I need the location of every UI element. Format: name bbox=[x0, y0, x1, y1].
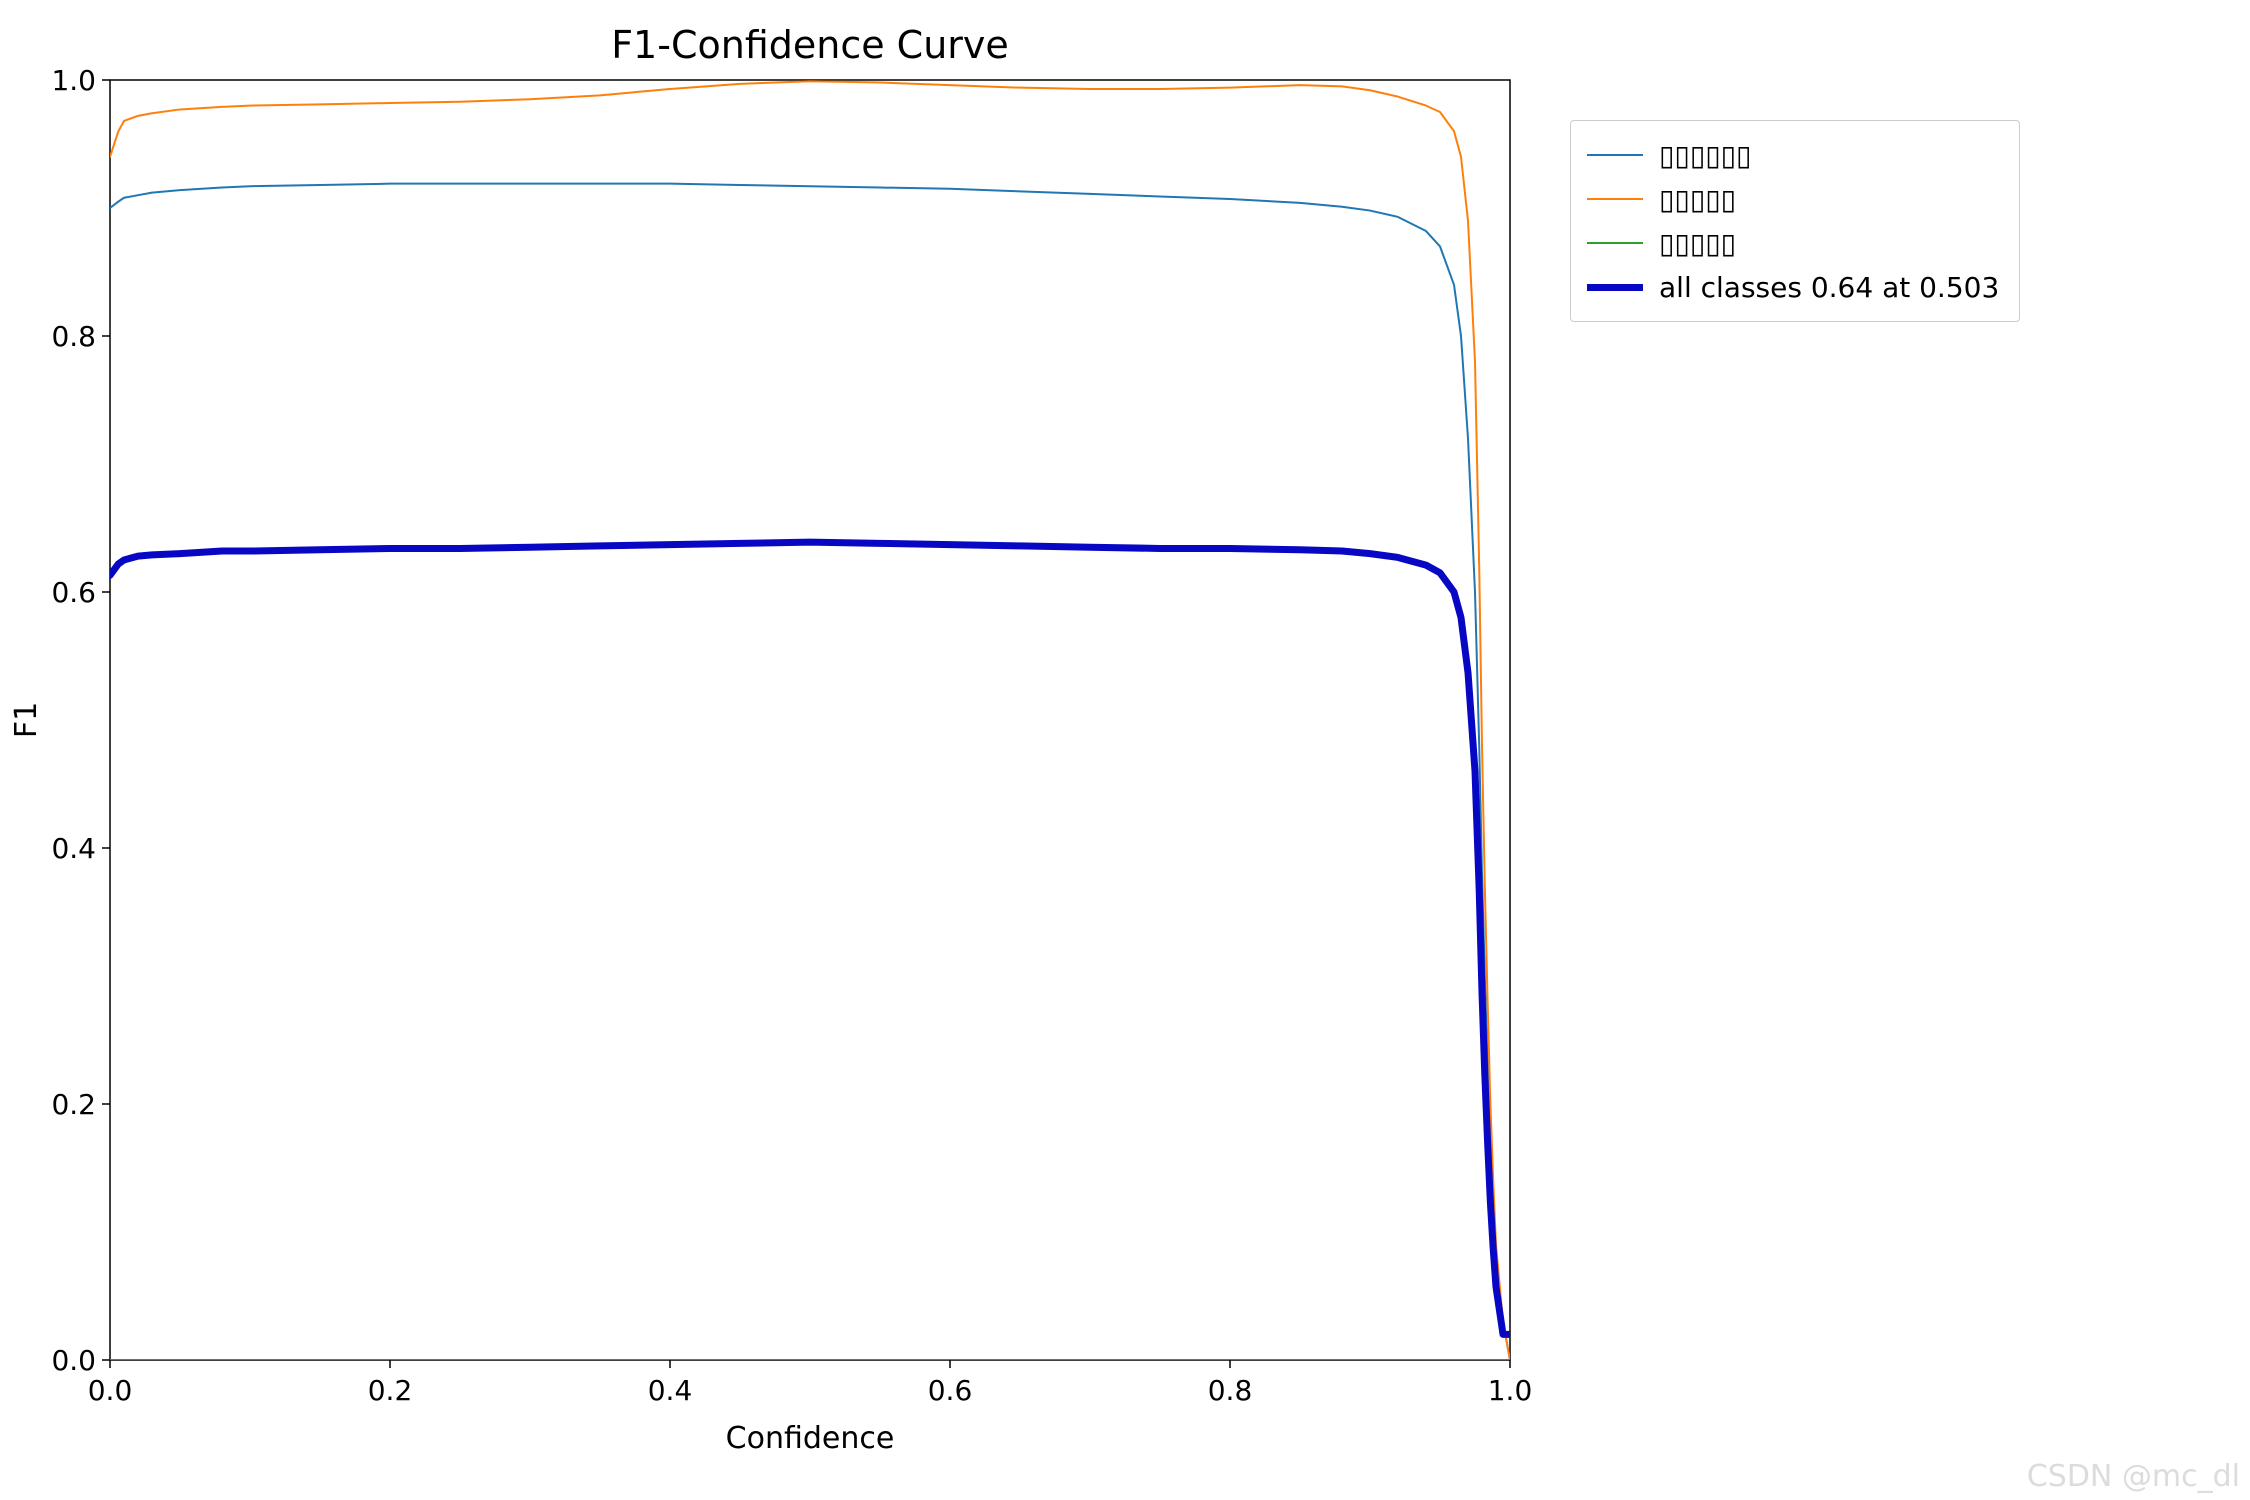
y-tick-label: 0.6 bbox=[51, 576, 96, 609]
series-class-1 bbox=[110, 184, 1510, 1360]
legend-label: ▯▯▯▯▯▯ bbox=[1659, 139, 1751, 172]
legend-swatch bbox=[1587, 177, 1643, 221]
x-tick-label: 1.0 bbox=[1488, 1374, 1533, 1407]
legend-swatch bbox=[1587, 221, 1643, 265]
legend-item-class-3: ▯▯▯▯▯ bbox=[1587, 221, 1999, 265]
legend-item-class-2: ▯▯▯▯▯ bbox=[1587, 177, 1999, 221]
y-tick-label: 0.0 bbox=[51, 1344, 96, 1377]
legend-label: all classes 0.64 at 0.503 bbox=[1659, 271, 1999, 304]
x-tick-label: 0.2 bbox=[368, 1374, 413, 1407]
legend-item-class-1: ▯▯▯▯▯▯ bbox=[1587, 133, 1999, 177]
y-tick-label: 0.4 bbox=[51, 832, 96, 865]
x-axis-label: Confidence bbox=[726, 1421, 895, 1456]
legend-swatch bbox=[1587, 265, 1643, 309]
y-tick-label: 0.8 bbox=[51, 320, 96, 353]
x-tick-label: 0.8 bbox=[1208, 1374, 1253, 1407]
x-tick-label: 0.0 bbox=[88, 1374, 133, 1407]
x-tick-label: 0.4 bbox=[648, 1374, 693, 1407]
y-tick-label: 1.0 bbox=[51, 64, 96, 97]
chart-title: F1-Confidence Curve bbox=[611, 23, 1009, 67]
y-axis-label: F1 bbox=[9, 702, 44, 738]
plot-lines bbox=[110, 81, 1510, 1360]
legend-label: ▯▯▯▯▯ bbox=[1659, 183, 1736, 216]
legend-swatch bbox=[1587, 133, 1643, 177]
series-class-2 bbox=[110, 81, 1510, 1360]
y-tick-label: 0.2 bbox=[51, 1088, 96, 1121]
axes-frame bbox=[110, 80, 1510, 1360]
series-all-classes bbox=[110, 542, 1510, 1334]
x-tick-label: 0.6 bbox=[928, 1374, 973, 1407]
watermark: CSDN @mc_dl bbox=[2027, 1459, 2240, 1494]
legend-label: ▯▯▯▯▯ bbox=[1659, 227, 1736, 260]
legend-item-all-classes: all classes 0.64 at 0.503 bbox=[1587, 265, 1999, 309]
legend: ▯▯▯▯▯▯▯▯▯▯▯▯▯▯▯▯all classes 0.64 at 0.50… bbox=[1570, 120, 2020, 322]
